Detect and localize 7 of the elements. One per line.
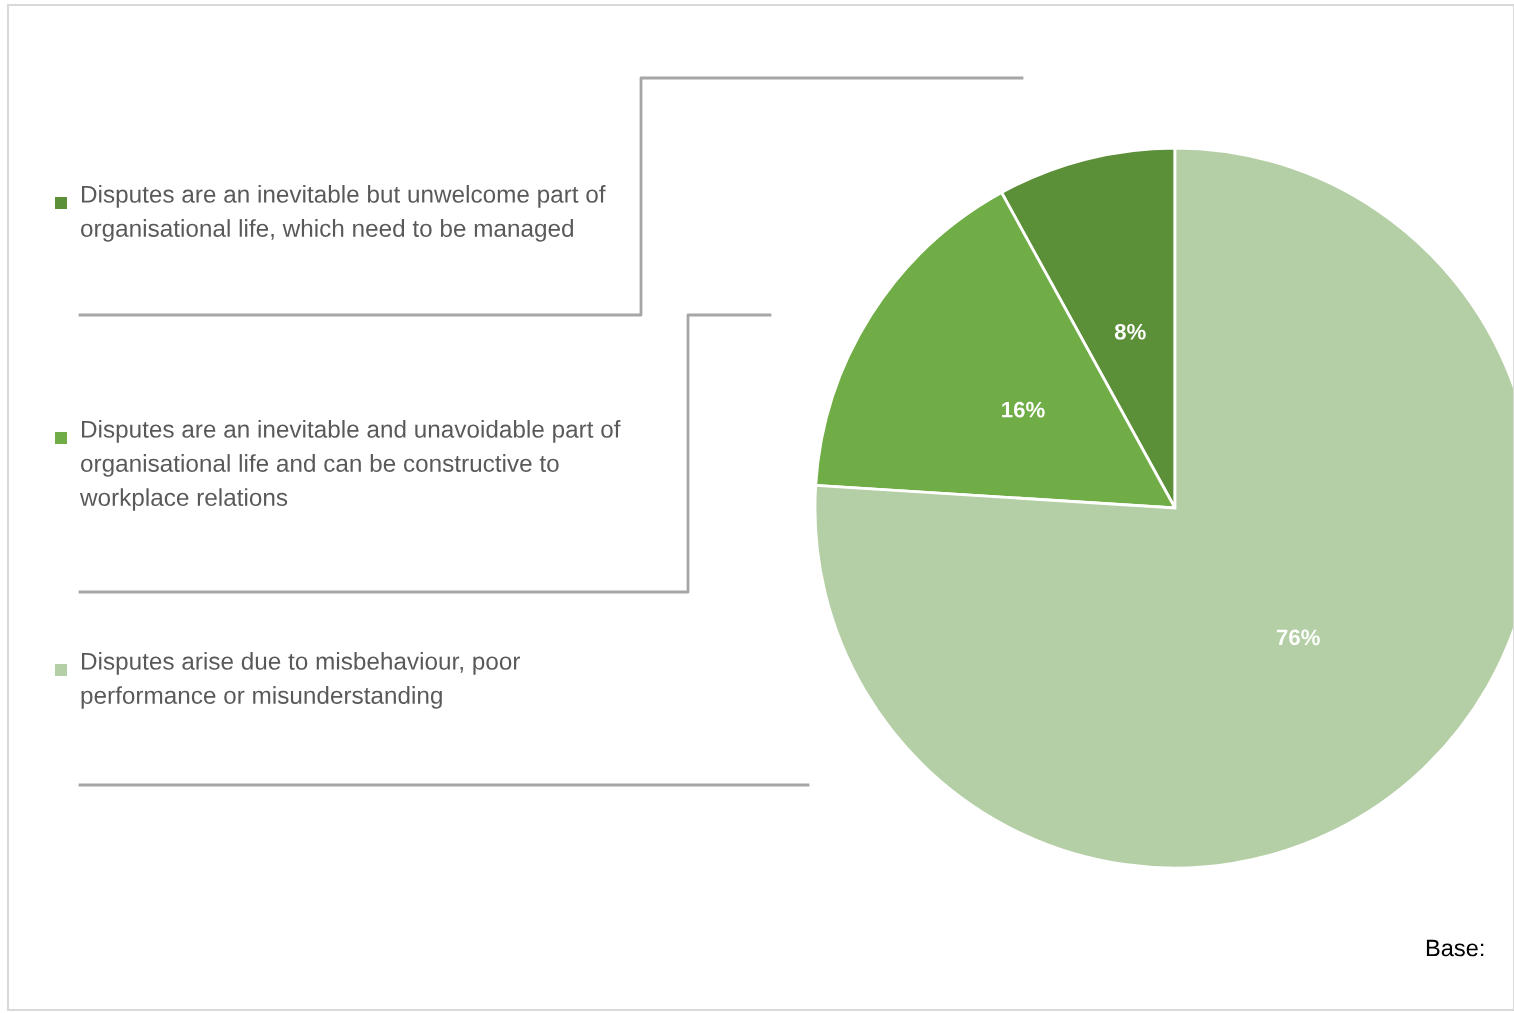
legend-label: Disputes are an inevitable but unwelcome part of organisational life, which need to be managed: [81, 185, 606, 242]
data-label: 8%: [1114, 323, 1146, 340]
legend-label: Disputes are an inevitable and unavoidable part of organisational life and can be constructive to workplace relations: [79, 420, 621, 511]
data-label: 16%: [1002, 401, 1045, 418]
legend-label: Disputes arise due to misbehaviour, poor performance or misunderstanding: [81, 652, 521, 709]
text: Base:: [1426, 939, 1484, 957]
data-label: 76%: [1276, 629, 1320, 646]
